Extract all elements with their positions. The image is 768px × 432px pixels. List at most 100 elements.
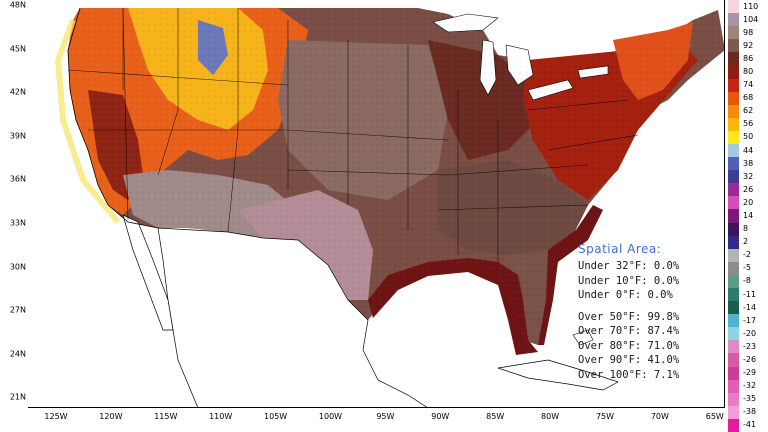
colorbar-label: -29 xyxy=(743,368,757,378)
colorbar-swatch xyxy=(728,274,739,289)
colorbar-label: 74 xyxy=(743,80,754,90)
colorbar-swatch xyxy=(728,327,739,341)
colorbar-label: 50 xyxy=(743,132,754,142)
longitude-label: 120W xyxy=(99,412,123,421)
stat-over-100: Over 100°F: 7.1% xyxy=(578,368,680,381)
colorbar-label: 80 xyxy=(743,67,754,76)
colorbar-swatch xyxy=(728,196,739,210)
latitude-label: 48N xyxy=(9,0,26,10)
stat-over-90: Over 90°F: 41.0% xyxy=(578,354,680,366)
colorbar-swatch xyxy=(728,91,739,106)
longitude-label: 115W xyxy=(154,412,178,421)
spatial-area-stats: Spatial Area: Under 32°F: 0.0% Under 10°… xyxy=(578,242,718,382)
cuba xyxy=(497,359,619,391)
colorbar-label: 2 xyxy=(743,237,749,247)
temperature-colorbar: 110 104 98 92 86 80 74 68 62 56 50 44 38 32 26 20 14 8 2 -2… xyxy=(728,0,768,432)
colorbar-label: 92 xyxy=(743,40,754,50)
colorbar-label: 98 xyxy=(743,27,754,37)
colorbar-swatch xyxy=(728,144,739,158)
colorbar-swatch xyxy=(728,13,739,27)
colorbar-label: 14 xyxy=(743,211,754,220)
colorbar-label: -35 xyxy=(743,394,757,404)
colorbar-label: 44 xyxy=(743,145,754,155)
stat-over-70: Over 70°F: 87.4% xyxy=(578,325,680,337)
longitude-label: 65W xyxy=(705,412,724,421)
colorbar-swatch xyxy=(728,78,739,93)
latitude-label: 24N xyxy=(9,349,26,359)
colorbar-swatch xyxy=(728,52,739,66)
colorbar-swatch xyxy=(728,0,739,14)
latitude-label: 39N xyxy=(9,131,26,141)
longitude-label: 70W xyxy=(650,412,669,421)
longitude-label: 75W xyxy=(595,412,615,421)
colorbar-label: 26 xyxy=(743,184,754,194)
latitude-label: 45N xyxy=(9,44,26,54)
colorbar-label: -23 xyxy=(743,341,757,351)
colorbar-swatch xyxy=(728,170,739,184)
colorbar-label: 32 xyxy=(743,171,754,181)
colorbar-swatch xyxy=(728,379,739,394)
colorbar-label: 104 xyxy=(743,14,759,24)
colorbar-swatch xyxy=(728,301,739,315)
colorbar-label: -32 xyxy=(743,381,757,391)
atlantic-coast-shade xyxy=(538,205,603,345)
colorbar-label: 68 xyxy=(743,93,754,103)
longitude-label: 90W xyxy=(431,412,450,421)
stat-over-50: Over 50°F: 99.8% xyxy=(578,310,680,323)
colorbar-swatch xyxy=(728,117,739,132)
colorbar-swatch xyxy=(728,235,739,250)
longitude-label: 110W xyxy=(209,412,233,421)
colorbar-label: 20 xyxy=(743,197,754,207)
colorbar-label: -41 xyxy=(743,420,757,430)
colorbar-swatch xyxy=(728,288,739,302)
colorbar-label: 110 xyxy=(743,1,759,11)
colorbar-swatch xyxy=(728,222,739,237)
colorbar-label: 86 xyxy=(743,53,754,63)
latitude-label: 33N xyxy=(9,218,26,228)
colorbar-swatch xyxy=(728,418,739,432)
colorbar-swatch xyxy=(728,209,739,224)
colorbar-swatch xyxy=(728,314,739,328)
colorbar-swatch xyxy=(728,261,739,276)
longitude-label: 125W xyxy=(44,412,68,421)
stat-under-10: Under 10°F: 0.0% xyxy=(578,274,680,287)
colorbar-label: 8 xyxy=(743,224,749,234)
longitude-label: 95W xyxy=(376,412,395,421)
colorbar-label: -17 xyxy=(743,315,757,325)
latitude-label: 30N xyxy=(9,262,26,272)
baja xyxy=(122,214,174,331)
colorbar-label: -14 xyxy=(743,302,757,312)
longitude-label: 85W xyxy=(486,412,505,421)
bahamas xyxy=(572,329,594,346)
colorbar-label: 62 xyxy=(743,106,754,116)
colorbar-label: -2 xyxy=(743,250,751,260)
temperature-map xyxy=(28,0,724,407)
colorbar-label: -26 xyxy=(743,355,757,364)
colorbar-swatch xyxy=(728,26,739,40)
latitude-label: 27N xyxy=(9,305,26,315)
latitude-label: 36N xyxy=(9,174,26,184)
colorbar-label: -11 xyxy=(743,289,757,299)
longitude-label: 80W xyxy=(541,412,560,421)
colorbar-swatch xyxy=(728,130,739,145)
latitude-label: 21N xyxy=(9,392,26,402)
stat-over-80: Over 80°F: 71.0% xyxy=(578,339,680,352)
state-borders xyxy=(67,7,639,262)
coastline xyxy=(67,7,159,229)
map-frame xyxy=(28,0,725,408)
colorbar-swatch xyxy=(728,39,739,53)
colorbar-label: -5 xyxy=(743,263,751,273)
colorbar-swatch xyxy=(728,104,739,119)
colorbar-label: -8 xyxy=(743,276,751,286)
colorbar-label: -20 xyxy=(743,328,757,338)
colorbar-swatch xyxy=(728,366,739,381)
colorbar-swatch xyxy=(728,392,739,407)
latitude-label: 42N xyxy=(9,87,26,97)
colorbar-label: -38 xyxy=(743,407,757,417)
stat-under-32: Under 32°F: 0.0% xyxy=(578,260,680,272)
colorbar-swatch xyxy=(728,183,739,197)
colorbar-swatch xyxy=(728,405,739,420)
colorbar-swatch xyxy=(728,340,739,354)
longitude-label: 100W xyxy=(318,412,343,421)
colorbar-swatch xyxy=(728,248,739,263)
